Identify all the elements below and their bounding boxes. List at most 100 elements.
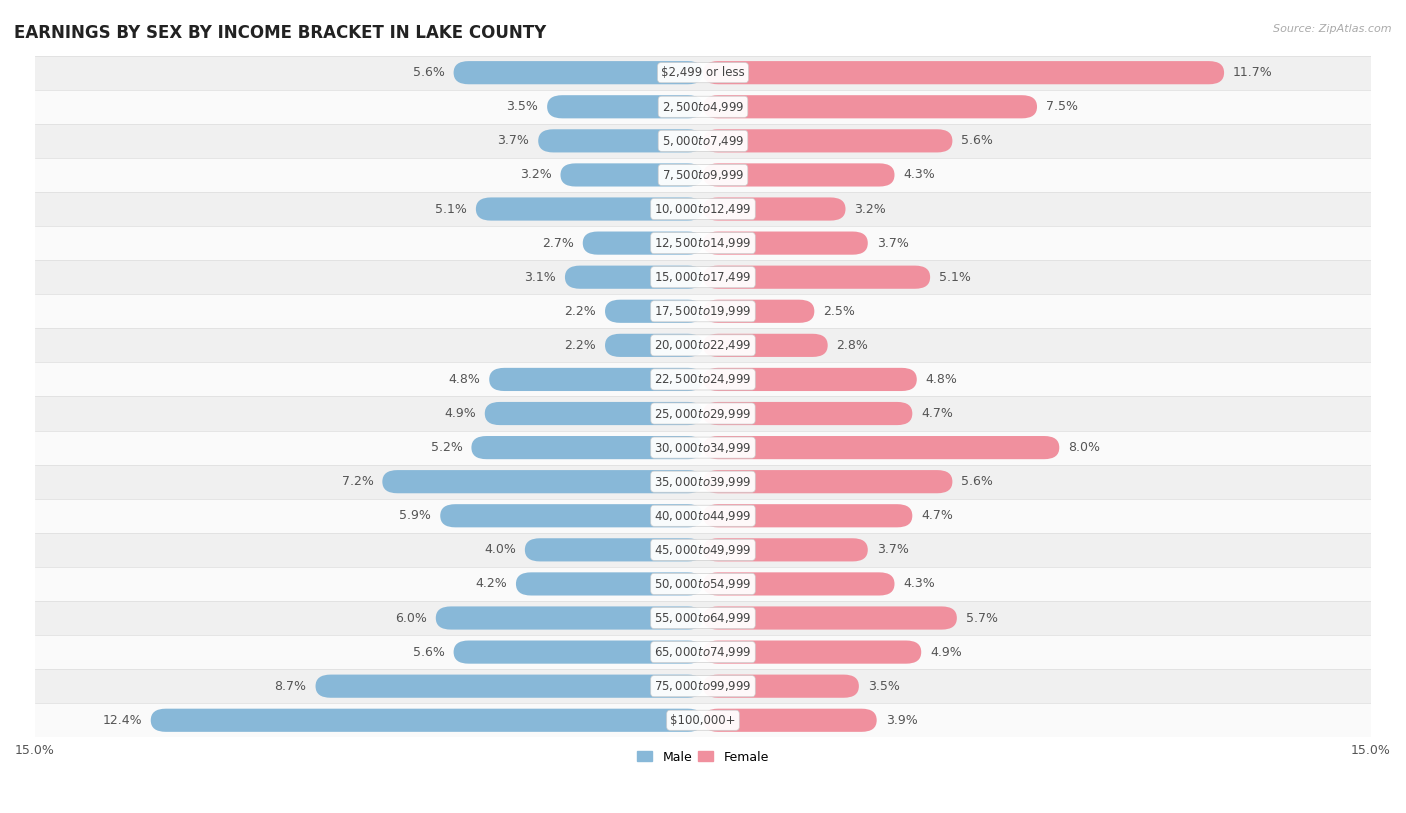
Text: 5.1%: 5.1% bbox=[939, 271, 972, 284]
Text: $50,000 to $54,999: $50,000 to $54,999 bbox=[654, 577, 752, 591]
Text: 8.7%: 8.7% bbox=[274, 680, 307, 693]
Text: $12,500 to $14,999: $12,500 to $14,999 bbox=[654, 236, 752, 250]
FancyBboxPatch shape bbox=[703, 61, 1225, 85]
Bar bbox=[35, 158, 1371, 192]
FancyBboxPatch shape bbox=[150, 709, 703, 732]
FancyBboxPatch shape bbox=[703, 129, 952, 153]
Text: $22,500 to $24,999: $22,500 to $24,999 bbox=[654, 372, 752, 386]
Text: $2,499 or less: $2,499 or less bbox=[661, 66, 745, 79]
FancyBboxPatch shape bbox=[703, 572, 894, 595]
FancyBboxPatch shape bbox=[485, 402, 703, 425]
Text: $17,500 to $19,999: $17,500 to $19,999 bbox=[654, 304, 752, 318]
FancyBboxPatch shape bbox=[703, 402, 912, 425]
Bar bbox=[35, 498, 1371, 533]
FancyBboxPatch shape bbox=[547, 95, 703, 119]
FancyBboxPatch shape bbox=[703, 436, 1059, 459]
FancyBboxPatch shape bbox=[516, 572, 703, 595]
Bar bbox=[35, 601, 1371, 635]
FancyBboxPatch shape bbox=[489, 367, 703, 391]
Bar bbox=[35, 363, 1371, 397]
FancyBboxPatch shape bbox=[703, 266, 931, 289]
Text: 5.7%: 5.7% bbox=[966, 611, 998, 624]
FancyBboxPatch shape bbox=[703, 538, 868, 562]
FancyBboxPatch shape bbox=[703, 709, 877, 732]
Bar bbox=[35, 703, 1371, 737]
Text: 5.9%: 5.9% bbox=[399, 509, 432, 522]
Text: 3.5%: 3.5% bbox=[868, 680, 900, 693]
FancyBboxPatch shape bbox=[703, 470, 952, 493]
FancyBboxPatch shape bbox=[538, 129, 703, 153]
Text: 11.7%: 11.7% bbox=[1233, 66, 1272, 79]
FancyBboxPatch shape bbox=[471, 436, 703, 459]
Text: 2.7%: 2.7% bbox=[541, 237, 574, 250]
Text: 5.6%: 5.6% bbox=[413, 646, 444, 659]
FancyBboxPatch shape bbox=[524, 538, 703, 562]
Bar bbox=[35, 192, 1371, 226]
Text: 3.7%: 3.7% bbox=[877, 543, 908, 556]
Bar bbox=[35, 533, 1371, 567]
Text: 4.9%: 4.9% bbox=[444, 407, 475, 420]
FancyBboxPatch shape bbox=[605, 334, 703, 357]
Bar bbox=[35, 89, 1371, 124]
Text: 5.6%: 5.6% bbox=[962, 475, 993, 488]
Text: 8.0%: 8.0% bbox=[1069, 441, 1101, 454]
Text: 2.2%: 2.2% bbox=[564, 339, 596, 352]
Bar bbox=[35, 465, 1371, 498]
Text: 3.5%: 3.5% bbox=[506, 100, 538, 113]
Text: 5.6%: 5.6% bbox=[962, 134, 993, 147]
Text: $30,000 to $34,999: $30,000 to $34,999 bbox=[654, 441, 752, 454]
Text: 3.2%: 3.2% bbox=[855, 202, 886, 215]
FancyBboxPatch shape bbox=[454, 61, 703, 85]
Text: 5.2%: 5.2% bbox=[430, 441, 463, 454]
Text: Source: ZipAtlas.com: Source: ZipAtlas.com bbox=[1274, 24, 1392, 34]
Text: $35,000 to $39,999: $35,000 to $39,999 bbox=[654, 475, 752, 489]
Text: 4.2%: 4.2% bbox=[475, 577, 508, 590]
Text: 5.6%: 5.6% bbox=[413, 66, 444, 79]
FancyBboxPatch shape bbox=[436, 606, 703, 629]
Text: 3.2%: 3.2% bbox=[520, 168, 551, 181]
Text: 3.9%: 3.9% bbox=[886, 714, 917, 727]
Text: $7,500 to $9,999: $7,500 to $9,999 bbox=[662, 168, 744, 182]
Text: 4.7%: 4.7% bbox=[921, 509, 953, 522]
FancyBboxPatch shape bbox=[703, 95, 1038, 119]
Text: 4.3%: 4.3% bbox=[904, 577, 935, 590]
Text: 4.0%: 4.0% bbox=[484, 543, 516, 556]
Text: 3.1%: 3.1% bbox=[524, 271, 555, 284]
Text: $65,000 to $74,999: $65,000 to $74,999 bbox=[654, 645, 752, 659]
Text: 3.7%: 3.7% bbox=[877, 237, 908, 250]
FancyBboxPatch shape bbox=[703, 504, 912, 528]
FancyBboxPatch shape bbox=[703, 367, 917, 391]
Bar bbox=[35, 55, 1371, 89]
FancyBboxPatch shape bbox=[382, 470, 703, 493]
Bar bbox=[35, 124, 1371, 158]
Text: 7.2%: 7.2% bbox=[342, 475, 374, 488]
Text: 4.8%: 4.8% bbox=[449, 373, 481, 386]
Text: $2,500 to $4,999: $2,500 to $4,999 bbox=[662, 100, 744, 114]
FancyBboxPatch shape bbox=[703, 641, 921, 663]
Text: $45,000 to $49,999: $45,000 to $49,999 bbox=[654, 543, 752, 557]
Text: 4.3%: 4.3% bbox=[904, 168, 935, 181]
FancyBboxPatch shape bbox=[440, 504, 703, 528]
Text: EARNINGS BY SEX BY INCOME BRACKET IN LAKE COUNTY: EARNINGS BY SEX BY INCOME BRACKET IN LAK… bbox=[14, 24, 547, 42]
Text: $40,000 to $44,999: $40,000 to $44,999 bbox=[654, 509, 752, 523]
Text: 4.8%: 4.8% bbox=[925, 373, 957, 386]
FancyBboxPatch shape bbox=[703, 198, 845, 220]
FancyBboxPatch shape bbox=[703, 334, 828, 357]
Text: 3.7%: 3.7% bbox=[498, 134, 529, 147]
Text: 12.4%: 12.4% bbox=[103, 714, 142, 727]
Bar bbox=[35, 431, 1371, 465]
Bar bbox=[35, 567, 1371, 601]
Text: 7.5%: 7.5% bbox=[1046, 100, 1078, 113]
FancyBboxPatch shape bbox=[454, 641, 703, 663]
Text: $15,000 to $17,499: $15,000 to $17,499 bbox=[654, 270, 752, 285]
FancyBboxPatch shape bbox=[703, 606, 957, 629]
Bar bbox=[35, 260, 1371, 294]
Text: $10,000 to $12,499: $10,000 to $12,499 bbox=[654, 202, 752, 216]
Text: 4.9%: 4.9% bbox=[931, 646, 962, 659]
Bar bbox=[35, 397, 1371, 431]
FancyBboxPatch shape bbox=[565, 266, 703, 289]
FancyBboxPatch shape bbox=[315, 675, 703, 698]
Text: 5.1%: 5.1% bbox=[434, 202, 467, 215]
FancyBboxPatch shape bbox=[582, 232, 703, 254]
Text: $5,000 to $7,499: $5,000 to $7,499 bbox=[662, 134, 744, 148]
